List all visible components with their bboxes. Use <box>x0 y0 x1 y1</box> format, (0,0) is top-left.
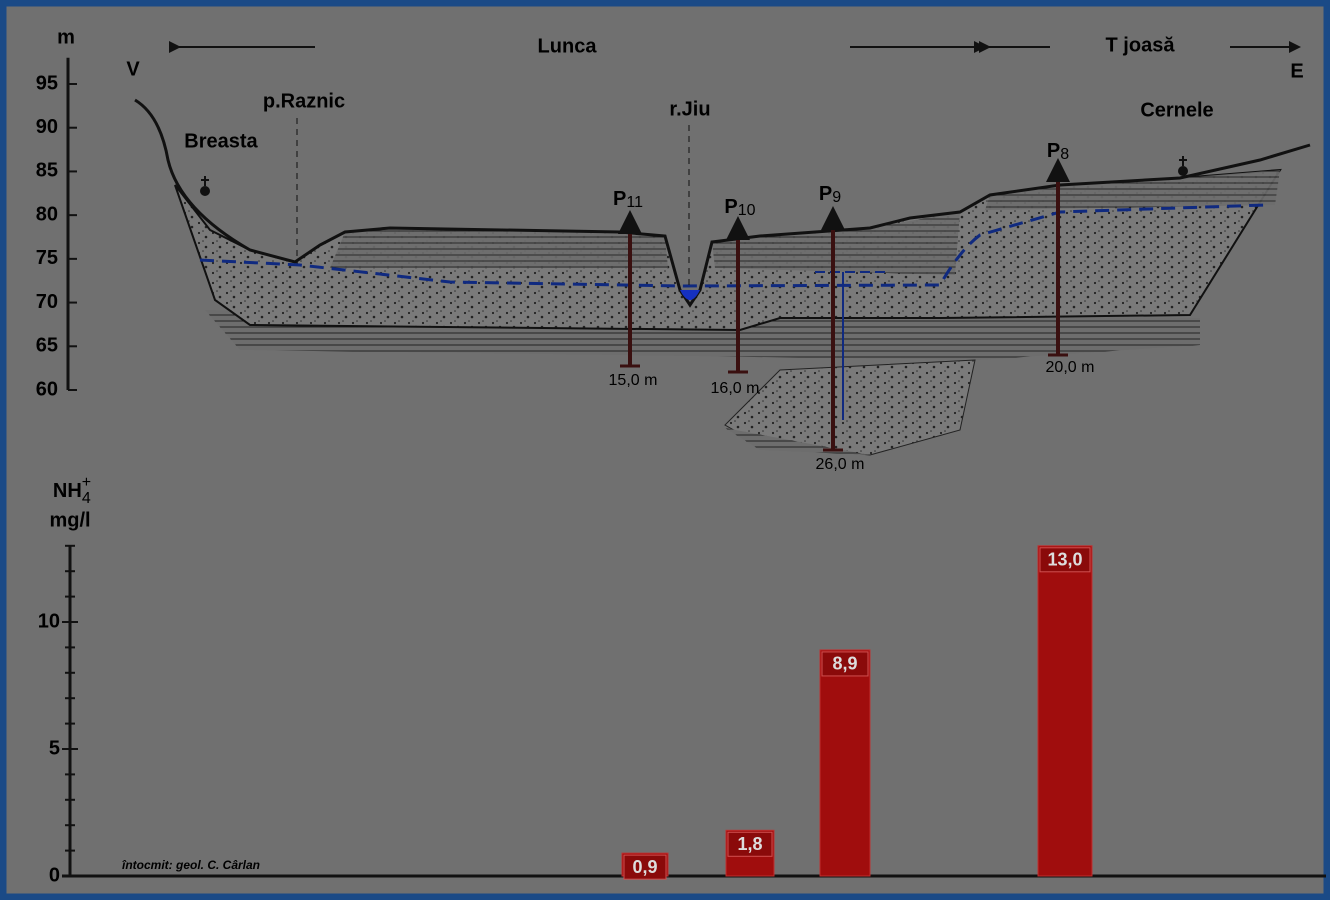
y-axis-unit: mg/l <box>49 509 90 531</box>
value-label-box <box>727 831 773 857</box>
well-label: P11 <box>613 188 643 211</box>
direction-label: V <box>126 58 140 80</box>
well-number: 11 <box>626 194 643 211</box>
well-number: 9 <box>832 189 841 206</box>
well-depth: 26,0 m <box>816 456 865 473</box>
place-label: Breasta <box>184 130 258 152</box>
cross-section <box>134 41 1311 456</box>
value-label: 1,8 <box>737 834 762 854</box>
section-tick-label: 80 <box>36 203 58 225</box>
section-tick-label: 95 <box>36 72 58 94</box>
value-label: 8,9 <box>832 654 857 674</box>
well-depth: 15,0 m <box>609 372 658 389</box>
section-tick-label: 75 <box>36 247 58 269</box>
credit: întocmit: geol. C. Cârlan <box>122 858 260 872</box>
y-tick-label: 10 <box>38 610 60 632</box>
y-label-sub: 4 <box>82 490 91 507</box>
direction-label: E <box>1290 60 1303 82</box>
well-letter: P <box>1047 140 1060 162</box>
section-tick-label: 60 <box>36 378 58 400</box>
well-depth: 16,0 m <box>711 380 760 397</box>
place-label: Cernele <box>1140 99 1213 121</box>
well-letter: P <box>724 196 737 218</box>
value-label-box <box>623 854 667 880</box>
section-tick-label: 70 <box>36 291 58 313</box>
value-label-box <box>1039 547 1091 573</box>
place-label: p.Raznic <box>263 90 345 112</box>
y-tick-label: 0 <box>49 864 60 886</box>
value-label: 0,9 <box>632 857 657 877</box>
value-label-box <box>821 651 869 677</box>
y-label-sup: + <box>82 474 91 491</box>
zone-label: Lunca <box>538 35 598 57</box>
y-tick-label: 5 <box>49 737 60 759</box>
well-letter: P <box>819 183 832 205</box>
section-tick-label: 90 <box>36 116 58 138</box>
bar <box>819 649 871 877</box>
section-axis-label: m <box>57 26 75 48</box>
panel <box>5 5 1325 895</box>
well-label: P8 <box>1047 140 1069 163</box>
y-axis-label: NH4+ <box>53 474 91 507</box>
section-tick-label: 65 <box>36 335 58 357</box>
zone-label: T joasă <box>1106 34 1176 56</box>
value-label: 13,0 <box>1047 550 1082 570</box>
well-label: P10 <box>724 196 755 219</box>
well-depth: 20,0 m <box>1046 359 1095 376</box>
bar <box>1037 545 1093 877</box>
well-number: 10 <box>738 202 756 219</box>
well-label: P9 <box>819 183 841 206</box>
well-letter: P <box>613 188 626 210</box>
place-label: r.Jiu <box>669 98 710 120</box>
section-tick-label: 85 <box>36 160 58 182</box>
y-label-base: NH <box>53 480 82 502</box>
well-number: 8 <box>1060 146 1069 163</box>
